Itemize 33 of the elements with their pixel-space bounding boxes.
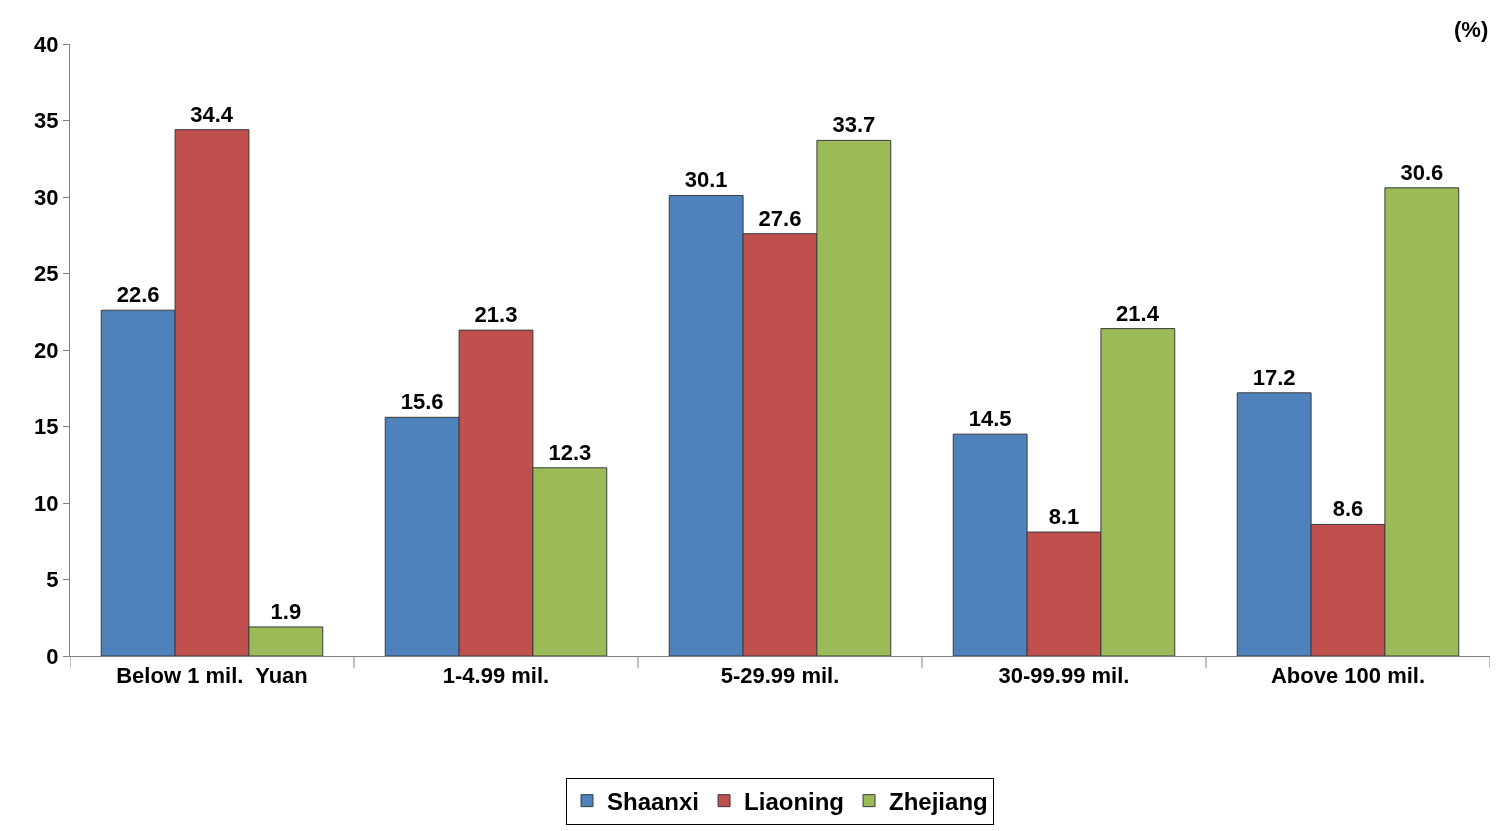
data-label: 15.6 (400, 389, 444, 415)
data-label: 1.9 (270, 598, 302, 624)
x-tick-label: 5-29.99 mil. (720, 663, 840, 689)
legend-label: Shaanxi (607, 788, 700, 815)
x-tick-label: Above 100 mil. (1270, 663, 1426, 689)
data-label: 30.6 (1400, 159, 1444, 185)
x-tick-label: Below 1 mil. Yuan (116, 663, 308, 689)
data-label: 27.6 (758, 205, 802, 231)
data-label: 33.7 (832, 112, 876, 138)
data-label: 34.4 (190, 101, 234, 127)
data-label: 8.1 (1048, 504, 1080, 530)
y-tick-label: 20 (34, 337, 59, 363)
data-label: 30.1 (684, 167, 728, 193)
data-label: 17.2 (1252, 364, 1296, 390)
y-tick-label: 35 (34, 108, 59, 134)
x-tick-label: 30-99.99 mil. (998, 663, 1130, 689)
y-tick-label: 5 (46, 567, 59, 593)
legend-label: Zhejiang (889, 788, 988, 815)
y-tick-label: 0 (46, 643, 59, 669)
data-label: 12.3 (548, 439, 592, 465)
text: (%) (1454, 17, 1489, 42)
y-tick-label: 40 (34, 31, 59, 57)
y-tick-label: 30 (34, 184, 59, 210)
data-label: 8.6 (1332, 496, 1364, 522)
data-label: 14.5 (968, 406, 1012, 432)
legend-label: Liaoning (744, 788, 845, 815)
y-tick-label: 10 (34, 490, 59, 516)
x-tick-label: 1-4.99 mil. (442, 663, 550, 689)
y-tick-label: 15 (34, 414, 59, 440)
data-label: 22.6 (116, 282, 160, 308)
data-label: 21.3 (474, 302, 518, 328)
data-label: 21.4 (1116, 300, 1160, 326)
y-tick-label: 25 (34, 261, 59, 287)
